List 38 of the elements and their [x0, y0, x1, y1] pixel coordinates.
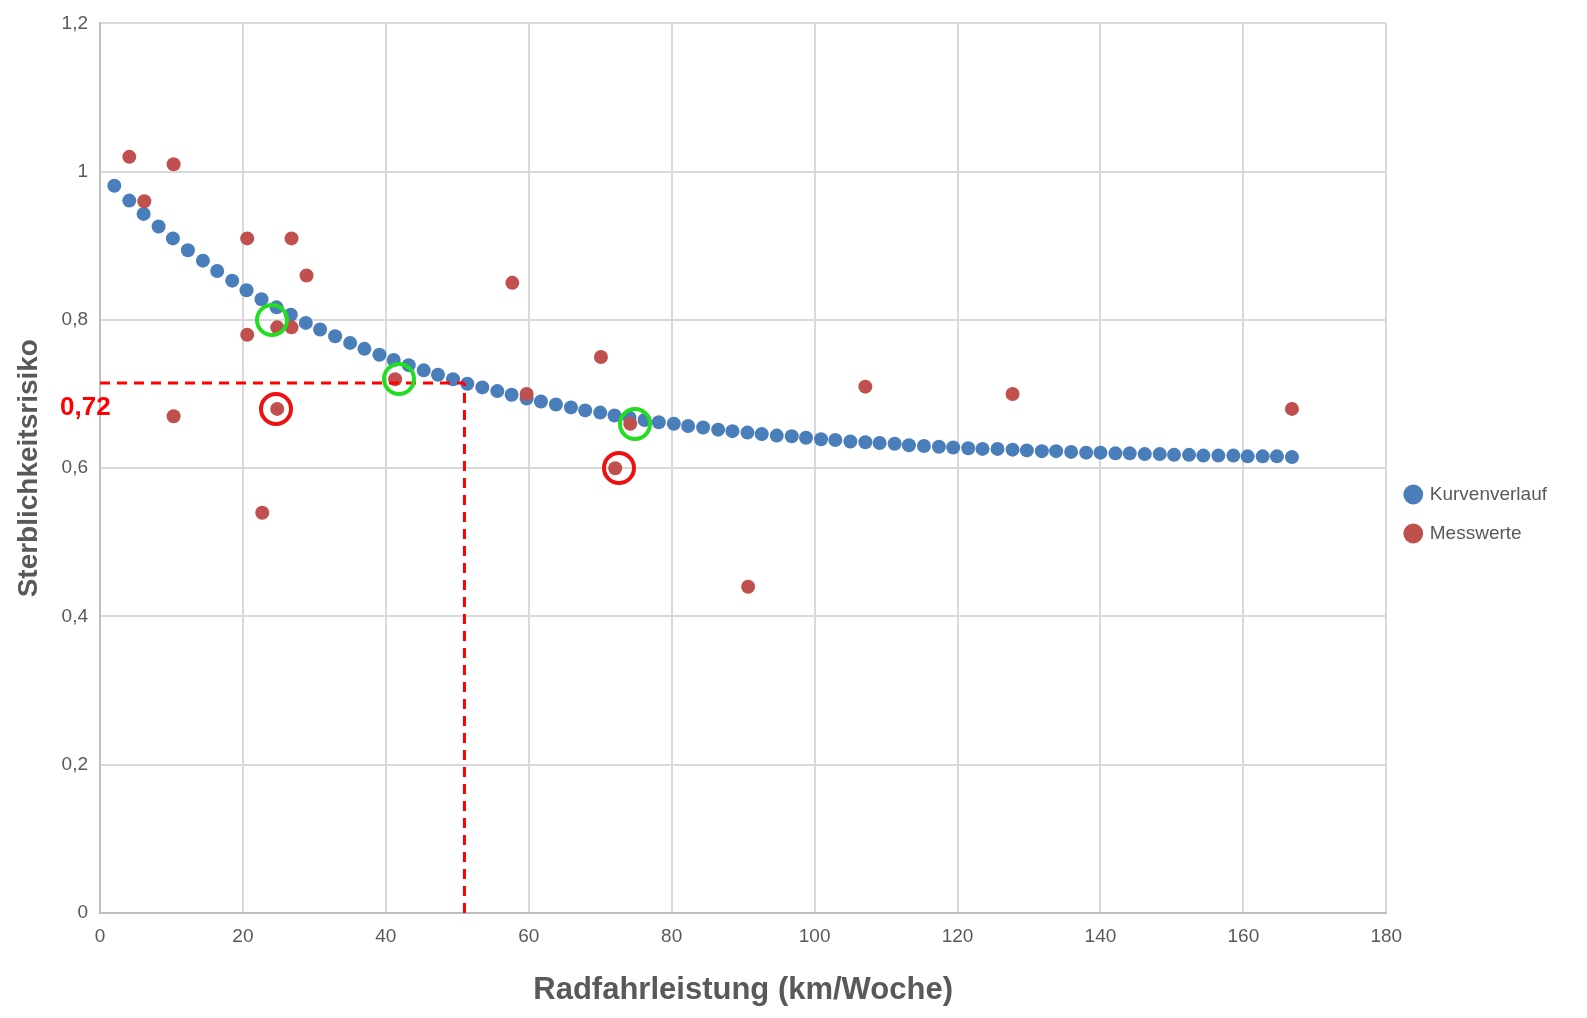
y-axis-title: Sterblichkeitsrisiko [11, 339, 43, 598]
x-tick-label: 180 [1370, 924, 1403, 946]
x-tick-label: 60 [518, 924, 540, 946]
y-tick-label: 0,6 [61, 456, 89, 478]
point [284, 231, 299, 246]
point [1284, 401, 1299, 416]
point [166, 409, 181, 424]
y-tick-label: 0,4 [61, 604, 89, 626]
legend-label: Kurvenverlauf [1429, 482, 1548, 504]
point [593, 350, 608, 364]
x-axis-title: Radfahrleistung (km/Woche) [533, 970, 953, 1006]
x-tick-label: 120 [941, 924, 974, 946]
point [299, 268, 314, 283]
point [166, 157, 181, 172]
y-tick-label: 1,2 [61, 11, 89, 33]
x-tick-label: 80 [661, 924, 683, 946]
x-tick-label: 40 [375, 924, 397, 946]
y-tick-label: 1 [77, 159, 89, 181]
point [255, 505, 270, 520]
point [240, 231, 255, 246]
x-tick-label: 160 [1227, 924, 1260, 946]
point [122, 149, 137, 164]
point [741, 579, 756, 594]
legend-label: Messwerte [1429, 521, 1522, 543]
point [240, 327, 255, 342]
point [1005, 387, 1020, 402]
x-tick-label: 20 [232, 924, 254, 946]
y-tick-label: 0 [77, 901, 89, 923]
x-tick-label: 140 [1084, 924, 1117, 946]
y-tick-label: 0,8 [61, 308, 89, 330]
y-tick-label: 0,2 [61, 752, 89, 774]
x-tick-label: 0 [94, 924, 106, 946]
point [858, 379, 873, 394]
ref-line-label: 0,72 [60, 391, 111, 422]
point [519, 387, 534, 402]
point [505, 275, 520, 290]
x-tick-label: 100 [798, 924, 831, 946]
point [137, 194, 152, 209]
